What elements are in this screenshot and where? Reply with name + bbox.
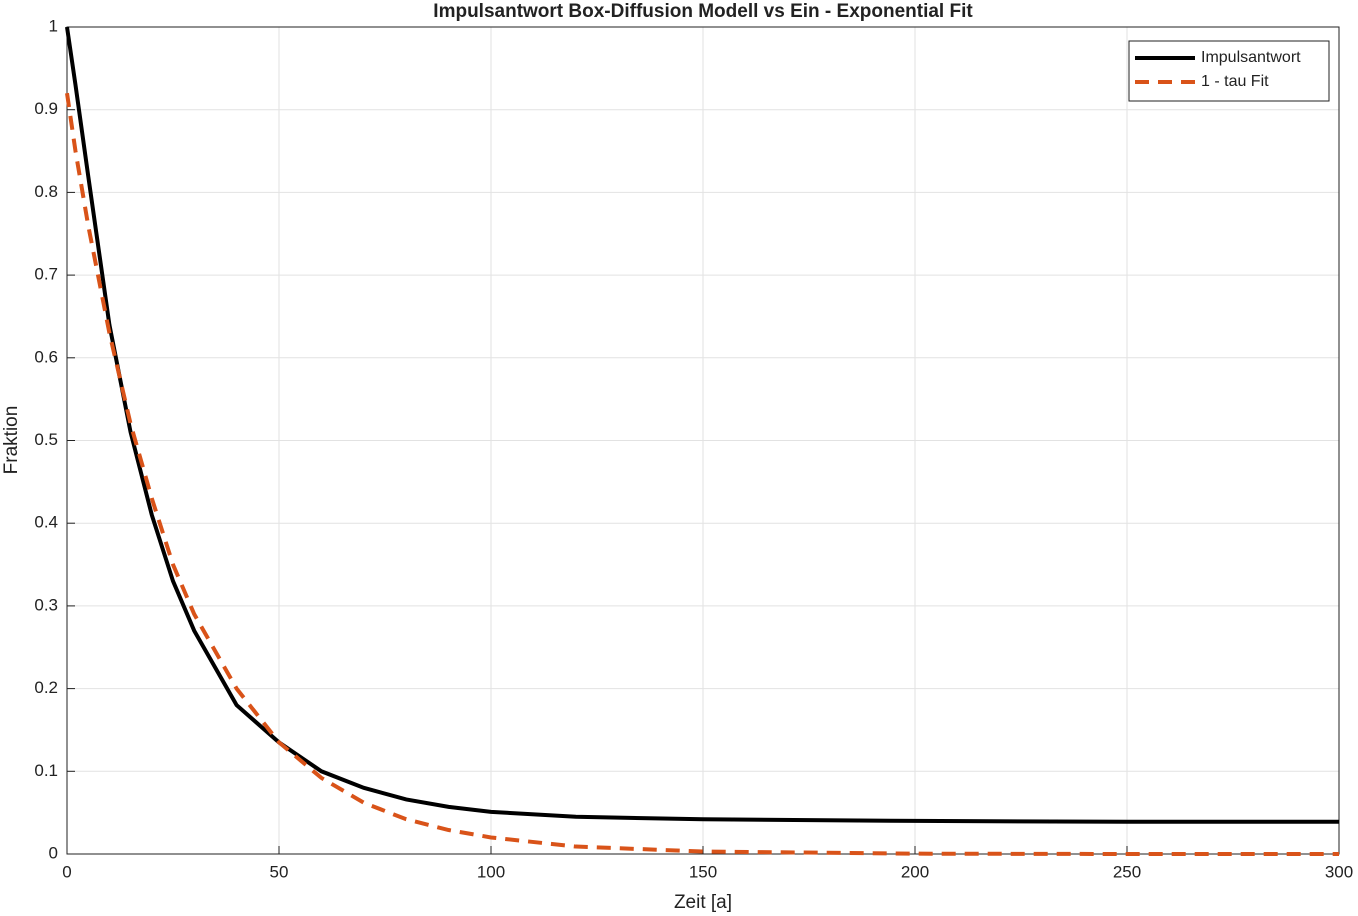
legend-label: Impulsantwort xyxy=(1201,49,1301,66)
x-tick-label: 50 xyxy=(270,862,289,881)
x-tick-label: 150 xyxy=(689,862,717,881)
chart-title: Impulsantwort Box-Diffusion Modell vs Ei… xyxy=(433,1,973,22)
y-tick-label: 0.1 xyxy=(34,761,58,780)
y-tick-label: 0.6 xyxy=(34,347,58,366)
x-axis-label: Zeit [a] xyxy=(674,892,732,913)
y-tick-label: 0.8 xyxy=(34,182,58,201)
x-tick-label: 100 xyxy=(477,862,505,881)
x-tick-label: 250 xyxy=(1113,862,1141,881)
y-tick-label: 0 xyxy=(49,843,58,862)
y-tick-label: 0.7 xyxy=(34,265,58,284)
data-line xyxy=(65,92,1339,856)
y-axis-label: Fraktion xyxy=(1,406,22,475)
y-tick-label: 0.4 xyxy=(34,513,58,532)
plot-frame xyxy=(66,26,1340,855)
y-tick-label: 1 xyxy=(49,16,58,35)
legend-box xyxy=(1128,40,1330,102)
x-tick-label: 0 xyxy=(62,862,71,881)
y-tick-label: 0.5 xyxy=(34,430,58,449)
x-tick-label: 300 xyxy=(1325,862,1353,881)
y-tick-label: 0.3 xyxy=(34,595,58,614)
x-tick-label: 200 xyxy=(901,862,929,881)
y-tick-label: 0.2 xyxy=(34,678,58,697)
legend-label: 1 - tau Fit xyxy=(1201,73,1269,90)
y-tick-label: 0.9 xyxy=(34,99,58,118)
